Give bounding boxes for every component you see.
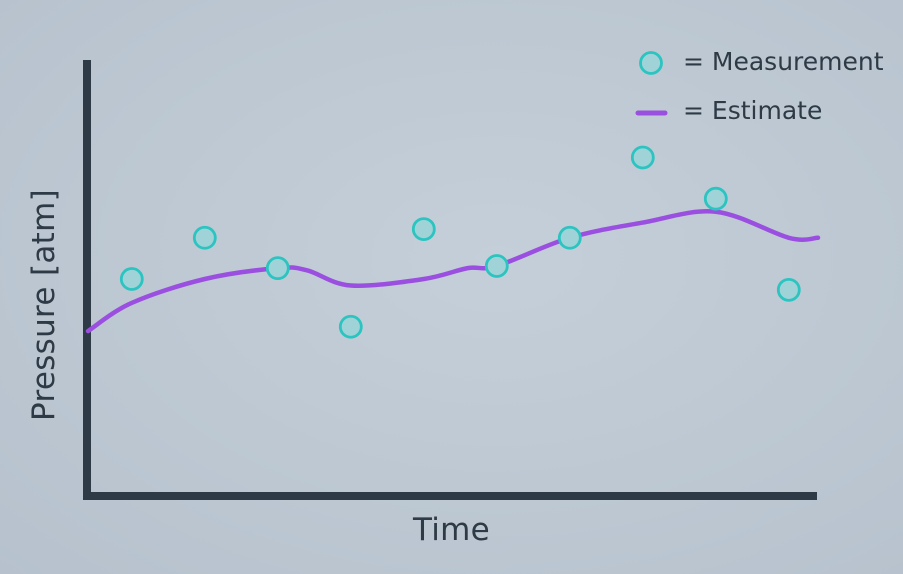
legend-estimate-label: = Estimate — [683, 96, 823, 125]
measurement-point — [557, 225, 582, 250]
legend — [635, 51, 668, 116]
measurement-layer — [119, 145, 801, 339]
measurement-point — [776, 277, 801, 302]
measurement-point — [119, 267, 144, 291]
legend-measurement-label: = Measurement — [683, 47, 884, 76]
measurement-point — [265, 256, 290, 281]
estimate-line — [85, 209, 821, 334]
measurement-point — [411, 217, 436, 241]
measurement-point — [630, 145, 655, 170]
measurement-point — [703, 186, 728, 211]
legend-measurement-marker — [639, 51, 663, 75]
estimate-layer — [85, 209, 821, 334]
measurement-point — [338, 314, 363, 339]
x-axis-title: Time — [0, 512, 903, 548]
axes — [83, 60, 817, 500]
x-axis-label: Time — [412, 512, 491, 548]
y-axis-title: Pressure [atm] — [26, 189, 62, 421]
measurement-point — [484, 254, 509, 278]
measurement-point — [192, 225, 217, 250]
